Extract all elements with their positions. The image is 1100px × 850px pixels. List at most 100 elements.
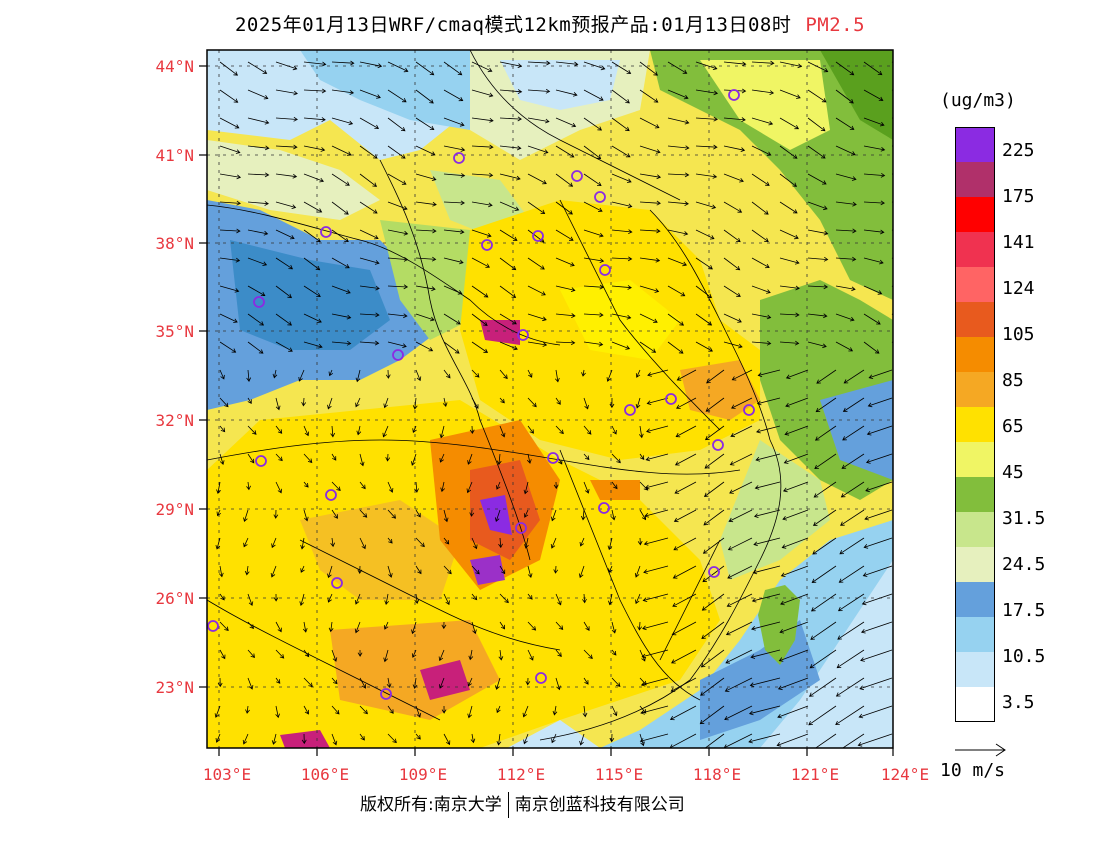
wind-arrow	[815, 397, 837, 413]
wind-arrow	[578, 565, 585, 579]
wind-arrow	[778, 649, 809, 662]
wind-arrow	[359, 705, 368, 715]
legend-swatch	[955, 582, 995, 617]
wind-arrow	[441, 705, 447, 714]
wind-arrow	[863, 285, 883, 295]
wind-arrow	[807, 173, 827, 185]
wind-arrow	[359, 509, 368, 518]
wind-arrow	[706, 369, 725, 384]
wind-arrow	[807, 117, 826, 132]
legend-swatch	[955, 687, 995, 722]
wind-arrow	[611, 285, 632, 290]
wind-arrow	[357, 565, 363, 574]
city-marker	[517, 329, 529, 341]
wind-arrow	[442, 397, 448, 407]
wind-arrow	[555, 621, 564, 630]
wind-arrow	[275, 285, 293, 299]
wind-arrow	[751, 145, 772, 156]
wind-arrow	[219, 425, 226, 433]
wind-arrow	[667, 89, 689, 100]
wind-arrow	[839, 537, 865, 555]
wind-arrow	[303, 677, 313, 688]
wind-arrow	[674, 453, 697, 466]
wind-arrow	[441, 621, 447, 630]
lat-label: 41°N	[155, 146, 194, 165]
wind-arrow	[247, 172, 270, 178]
wind-arrow	[471, 201, 493, 208]
wind-arrow	[891, 285, 893, 288]
footer-separator	[507, 792, 509, 818]
wind-arrow	[611, 453, 621, 464]
wind-arrow	[219, 369, 225, 380]
wind-arrow	[467, 705, 473, 719]
wind-arrow	[865, 481, 893, 493]
wind-arrow	[471, 172, 494, 178]
wind-arrow	[331, 649, 338, 662]
city-marker	[253, 296, 265, 308]
wind-arrow	[891, 341, 893, 344]
wind-arrow	[695, 116, 718, 122]
wind-arrow	[527, 341, 548, 347]
wind-arrow	[779, 201, 798, 214]
wind-arrow	[273, 593, 279, 602]
wind-arrow	[667, 117, 690, 125]
wind-arrow	[863, 89, 884, 101]
wind-arrow	[303, 229, 321, 243]
wind-arrow	[219, 621, 229, 632]
lon-label: 106°E	[301, 765, 349, 784]
city-marker	[547, 452, 559, 464]
wind-arrow	[527, 453, 532, 464]
wind-arrow	[471, 257, 490, 268]
wind-arrow	[723, 117, 746, 122]
city-marker	[743, 404, 755, 416]
wind-arrow	[835, 201, 857, 207]
wind-arrow	[272, 369, 278, 379]
wind-arrow	[611, 201, 633, 209]
wind-arrow	[499, 116, 522, 122]
wind-arrow	[331, 257, 350, 269]
wind-arrow	[303, 145, 326, 152]
legend-swatch	[955, 232, 995, 267]
wind-arrow	[499, 229, 518, 241]
wind-arrow	[835, 173, 857, 181]
wind-arrow	[891, 229, 893, 231]
city-marker	[599, 264, 611, 276]
wind-arrow	[639, 228, 661, 234]
wind-arrow	[270, 565, 277, 578]
wind-arrow	[219, 200, 241, 206]
wind-arrow	[807, 313, 828, 319]
wind-arrow	[726, 593, 753, 607]
wind-arrow	[723, 229, 741, 243]
legend-level-label: 141	[1002, 232, 1035, 253]
wind-arrow	[331, 453, 337, 461]
wind-arrow	[414, 593, 420, 604]
lat-label: 38°N	[155, 234, 194, 253]
wind-arrow	[298, 369, 305, 382]
wind-arrow	[359, 173, 378, 187]
wind-arrow	[639, 61, 659, 76]
lat-label: 44°N	[155, 57, 194, 76]
wind-arrow	[583, 284, 605, 290]
wind-arrow	[673, 537, 697, 551]
wind-arrow	[443, 61, 463, 76]
wind-arrow	[247, 61, 268, 74]
city-marker	[380, 688, 392, 700]
wind-arrow	[443, 200, 465, 206]
wind-arrow	[275, 705, 280, 719]
wind-arrow	[751, 60, 775, 66]
wind-arrow	[359, 453, 365, 467]
wind-arrow	[724, 705, 753, 721]
legend-level-label: 17.5	[1002, 600, 1046, 621]
wind-arrow	[837, 593, 865, 612]
wind-arrow	[246, 481, 251, 491]
wind-arrow	[468, 649, 474, 661]
wind-arrow	[583, 173, 602, 187]
wind-arrow	[611, 509, 616, 521]
wind-arrow	[387, 705, 394, 714]
wind-arrow	[331, 481, 341, 492]
map-title: 2025年01月13日WRF/cmaq模式12km预报产品:01月13日08时 P…	[0, 10, 1100, 37]
wind-arrow	[779, 117, 800, 130]
wind-arrow	[611, 677, 621, 687]
wind-arrow	[415, 565, 422, 575]
lon-label: 124°E	[881, 765, 929, 784]
